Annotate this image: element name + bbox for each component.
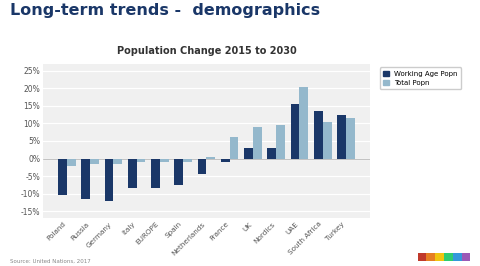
- Text: Colliers: Colliers: [431, 236, 457, 241]
- FancyBboxPatch shape: [435, 253, 444, 261]
- FancyBboxPatch shape: [453, 253, 462, 261]
- Bar: [160, 159, 169, 162]
- Bar: [151, 159, 160, 188]
- Bar: [206, 157, 215, 159]
- Bar: [105, 159, 113, 201]
- Bar: [323, 122, 332, 159]
- Bar: [90, 159, 99, 164]
- Legend: Working Age Popn, Total Popn: Working Age Popn, Total Popn: [380, 67, 461, 89]
- Bar: [300, 87, 308, 159]
- Bar: [81, 159, 90, 199]
- Bar: [137, 159, 145, 162]
- Bar: [253, 127, 262, 159]
- Bar: [113, 159, 122, 164]
- FancyBboxPatch shape: [426, 253, 435, 261]
- Bar: [346, 118, 355, 159]
- Bar: [267, 148, 276, 159]
- Bar: [290, 104, 300, 159]
- Text: Long-term trends -  demographics: Long-term trends - demographics: [10, 3, 320, 18]
- Bar: [276, 125, 285, 159]
- Text: Population Change 2015 to 2030: Population Change 2015 to 2030: [117, 46, 296, 56]
- Bar: [67, 159, 76, 165]
- FancyBboxPatch shape: [462, 253, 470, 261]
- Bar: [183, 159, 192, 162]
- Bar: [174, 159, 183, 185]
- FancyBboxPatch shape: [418, 253, 426, 261]
- Bar: [58, 159, 67, 195]
- Bar: [128, 159, 137, 188]
- FancyBboxPatch shape: [444, 253, 453, 261]
- Bar: [198, 159, 206, 174]
- Bar: [229, 138, 239, 159]
- Bar: [244, 148, 253, 159]
- Text: Source: United Nations, 2017: Source: United Nations, 2017: [10, 258, 90, 263]
- Bar: [221, 159, 229, 162]
- Bar: [314, 111, 323, 159]
- Bar: [337, 115, 346, 159]
